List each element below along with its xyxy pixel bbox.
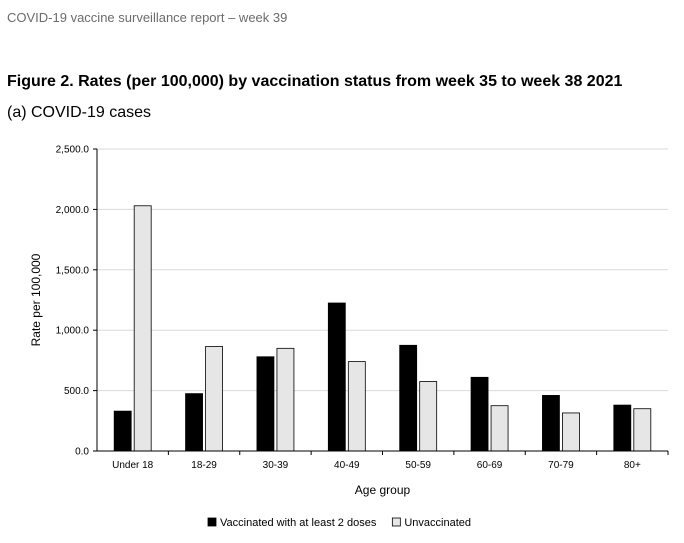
bar-vaccinated [256,356,275,452]
y-tick-label: 1,000.0 [56,326,90,337]
bar-unvaccinated [633,408,652,452]
x-tick-label: 40-49 [334,460,360,471]
x-tick-label: 60-69 [477,460,503,471]
y-axis-title: Rate per 100,000 [29,253,43,346]
bar-vaccinated [113,410,132,452]
y-tick-label: 0.0 [75,447,89,458]
x-tick-label: 70-79 [548,460,574,471]
x-tick-label: 80+ [624,460,641,471]
bar-vaccinated [542,395,560,452]
legend-label-vaccinated: Vaccinated with at least 2 doses [220,517,377,529]
bar-vaccinated [327,302,346,452]
bar-vaccinated [470,376,489,452]
x-tick-label: 30-39 [263,460,289,471]
bar-unvaccinated [133,205,152,452]
bar-vaccinated [613,404,632,452]
bars [113,205,652,452]
legend-label-unvaccinated: Unvaccinated [404,517,471,529]
x-tick-label: 18-29 [191,460,217,471]
legend: Vaccinated with at least 2 doses Unvaccin… [207,517,471,529]
axes: 0.0 500.0 1,000.0 1,500.0 2,000.0 2,500.0 Unde… [29,145,669,497]
report-header: COVID-19 vaccine surveillance report – w… [7,10,288,25]
x-axis-title: Age group [355,483,411,497]
x-tick-label: Under 18 [112,460,154,471]
legend-swatch-unvaccinated [391,517,401,527]
y-tick-label: 2,500.0 [56,145,90,156]
y-tick-label: 1,500.0 [56,265,90,276]
bar-unvaccinated [562,412,580,452]
bar-unvaccinated [490,405,509,452]
gridlines [97,148,668,392]
bar-unvaccinated [205,346,223,452]
legend-swatch-vaccinated [207,517,217,527]
bar-unvaccinated [419,381,438,452]
bar-vaccinated [185,393,203,452]
bar-vaccinated [399,344,418,452]
chart-subtitle: (a) COVID-19 cases [7,104,152,121]
bar-unvaccinated [347,361,366,452]
figure-title: Figure 2. Rates (per 100,000) by vaccina… [7,73,623,90]
x-tick-label: 50-59 [405,460,431,471]
y-tick-label: 500.0 [64,386,89,397]
bar-unvaccinated [276,347,295,452]
y-tick-label: 2,000.0 [56,205,90,216]
